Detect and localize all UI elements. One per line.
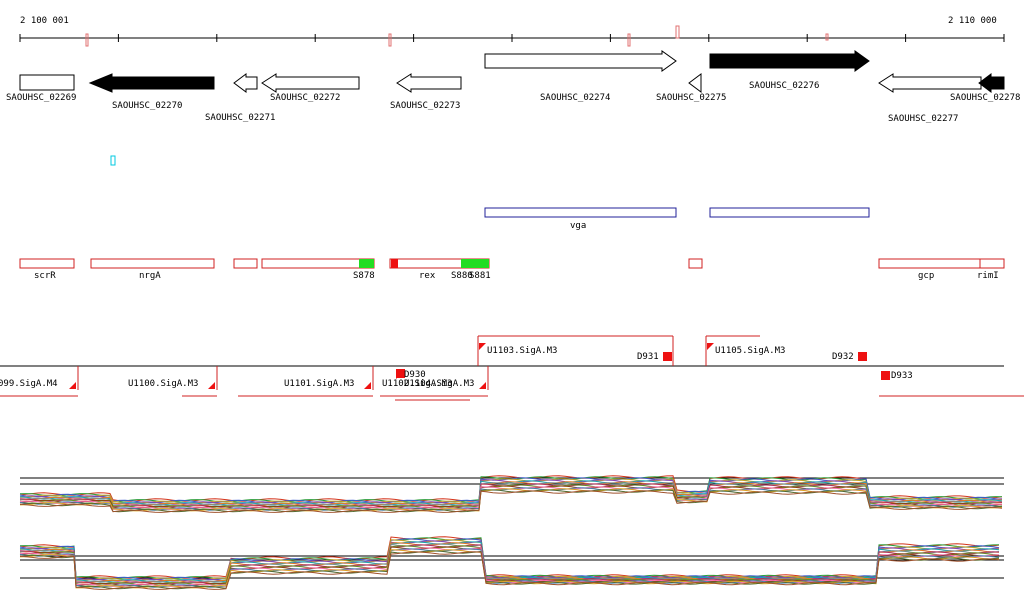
gene-SAOUHSC_02278[interactable]: SAOUHSC_02278 bbox=[950, 73, 1020, 103]
expression-line bbox=[19, 550, 1000, 590]
transcript-lines bbox=[0, 335, 1024, 401]
transcript-label: U1102.SigA.M3 bbox=[382, 379, 452, 389]
gene-SAOUHSC_02271[interactable]: SAOUHSC_02271 bbox=[205, 73, 275, 123]
tss-markers bbox=[69, 343, 890, 389]
gene-label: SAOUHSC_02278 bbox=[950, 93, 1020, 103]
expression-track-top bbox=[19, 475, 1004, 513]
feature-S881[interactable] bbox=[461, 259, 489, 268]
transcript-label: U1101.SigA.M3 bbox=[284, 379, 354, 389]
expression-line bbox=[19, 543, 1000, 584]
expression-lines-top bbox=[19, 475, 1003, 513]
feature-label: S878 bbox=[353, 271, 375, 281]
gene-label: SAOUHSC_02272 bbox=[270, 93, 340, 103]
expression-line bbox=[19, 546, 1000, 587]
gene-track: SAOUHSC_02269 SAOUHSC_02270 SAOUHSC_0227… bbox=[6, 50, 1020, 124]
gene-SAOUHSC_02274[interactable]: SAOUHSC_02274 bbox=[484, 50, 677, 103]
ruler-markers bbox=[85, 25, 829, 47]
expression-line bbox=[19, 489, 1003, 513]
transcript-label: U1103.SigA.M3 bbox=[487, 346, 557, 356]
feature-unnamed-2[interactable] bbox=[261, 258, 375, 269]
feature-label: gcp bbox=[918, 271, 934, 281]
feature-label: rex bbox=[419, 271, 436, 281]
expression-line bbox=[19, 490, 1003, 513]
coordinate-ruler: 2 100 001 2 110 000 bbox=[19, 16, 1005, 47]
expression-line bbox=[19, 484, 1003, 509]
expression-line bbox=[19, 548, 1000, 588]
expression-lines-bottom bbox=[19, 536, 1000, 590]
feature-label: vga bbox=[570, 221, 586, 231]
transcript-label: U1105.SigA.M3 bbox=[715, 346, 785, 356]
gene-label: SAOUHSC_02276 bbox=[749, 81, 819, 91]
gene-SAOUHSC_02276[interactable]: SAOUHSC_02276 bbox=[709, 50, 870, 91]
transcript-label: D930 bbox=[404, 370, 426, 380]
gene-SAOUHSC_02272[interactable]: SAOUHSC_02272 bbox=[261, 73, 360, 103]
ruler-start-label: 2 100 001 bbox=[20, 16, 69, 26]
gene-label: SAOUHSC_02273 bbox=[390, 101, 460, 111]
feature-nrgA[interactable] bbox=[90, 258, 215, 269]
transcript-label: U1104.SigA.M3 bbox=[404, 379, 474, 389]
cyan-marker bbox=[110, 155, 116, 166]
expression-line bbox=[19, 551, 1000, 590]
transcript-label: 099.SigA.M4 bbox=[0, 379, 58, 389]
gene-label: SAOUHSC_02275 bbox=[656, 93, 726, 103]
expression-track-bottom bbox=[19, 536, 1004, 590]
expression-line bbox=[19, 536, 1000, 579]
gene-label: SAOUHSC_02271 bbox=[205, 113, 275, 123]
transcript-label: U1100.SigA.M3 bbox=[128, 379, 198, 389]
feature-blue-2[interactable] bbox=[709, 207, 870, 218]
gene-label: SAOUHSC_02274 bbox=[540, 93, 610, 103]
feature-label: S880 bbox=[451, 271, 473, 281]
gene-label: SAOUHSC_02270 bbox=[112, 101, 182, 111]
feature-scrR[interactable] bbox=[19, 258, 75, 269]
feature-red-block bbox=[391, 259, 398, 268]
feature-label: nrgA bbox=[139, 271, 161, 281]
feature-label: scrR bbox=[34, 271, 56, 281]
feature-gcp[interactable] bbox=[878, 258, 981, 269]
ruler-end-label: 2 110 000 bbox=[948, 16, 997, 26]
expression-line bbox=[19, 537, 1000, 580]
feature-rimI[interactable] bbox=[979, 258, 1005, 269]
feature-unnamed-3[interactable] bbox=[688, 258, 703, 269]
feature-label: rimI bbox=[977, 271, 999, 281]
gene-SAOUHSC_02273[interactable]: SAOUHSC_02273 bbox=[390, 73, 462, 111]
gene-label: SAOUHSC_02269 bbox=[6, 93, 76, 103]
transcript-track: 099.SigA.M4 U1100.SigA.M3 U1101.SigA.M3 … bbox=[0, 335, 1024, 401]
transcript-label: D933 bbox=[891, 371, 913, 381]
gene-SAOUHSC_02269[interactable]: SAOUHSC_02269 bbox=[6, 74, 76, 103]
feature-label: S881 bbox=[469, 271, 491, 281]
gene-SAOUHSC_02270[interactable]: SAOUHSC_02270 bbox=[88, 73, 215, 111]
gene-label: SAOUHSC_02277 bbox=[888, 114, 958, 124]
expression-line bbox=[19, 542, 1000, 584]
ruler-ticks bbox=[19, 34, 1005, 42]
gene-SAOUHSC_02275[interactable]: SAOUHSC_02275 bbox=[656, 73, 726, 103]
expression-line bbox=[19, 538, 1000, 581]
feature-track-red: scrR nrgA S878 rex S880 S881 gcp rimI bbox=[19, 258, 1005, 281]
annotation-track-blue: vga bbox=[484, 207, 870, 231]
feature-unnamed-1[interactable] bbox=[233, 258, 258, 269]
transcript-label: D932 bbox=[832, 352, 854, 362]
feature-S878[interactable] bbox=[359, 259, 374, 268]
feature-vga[interactable] bbox=[484, 207, 677, 218]
transcript-label: D931 bbox=[637, 352, 659, 362]
